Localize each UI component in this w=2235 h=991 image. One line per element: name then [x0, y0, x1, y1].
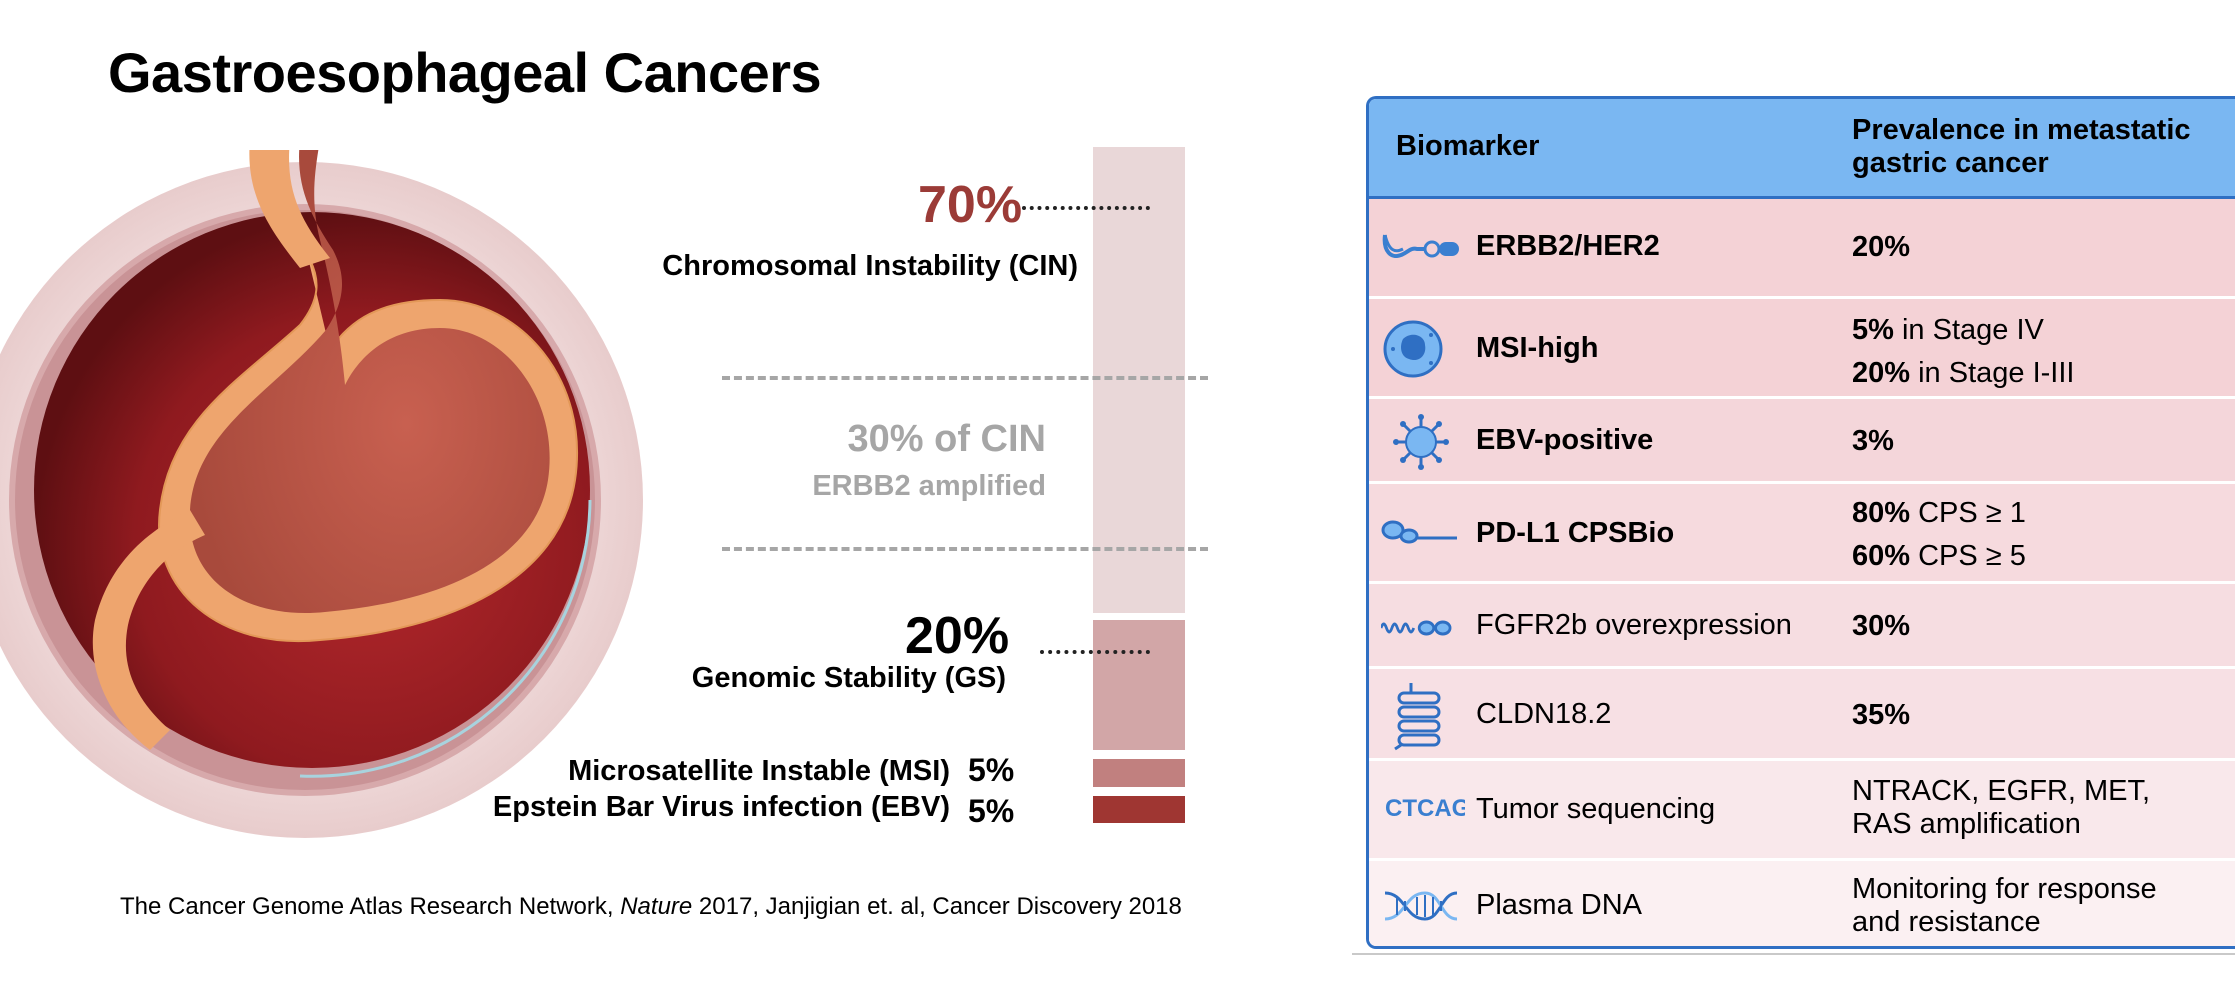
erbb2-label: ERBB2 amplified [812, 470, 1046, 502]
value-line-2: and resistance [1852, 906, 2041, 938]
erbb2-percent: 30% of CIN [847, 418, 1046, 460]
bar-segment-ebv [1093, 796, 1185, 823]
value-line-1: 5% in Stage IV [1852, 313, 2074, 347]
biomarker-value: 80% CPS ≥ 1 60% CPS ≥ 5 [1852, 496, 2026, 573]
gs-leader-dots [1040, 650, 1150, 654]
stomach-illustration [0, 150, 643, 838]
ebv-percent: 5% [968, 793, 1015, 829]
value-line-1: Monitoring for response [1852, 873, 2157, 905]
value-line-1: 80% CPS ≥ 1 [1852, 496, 2026, 530]
cin-leader-dots [1022, 206, 1150, 210]
table-header: Biomarker Prevalence in metastatic gastr… [1369, 99, 2235, 199]
her2-receptor-icon [1382, 234, 1459, 258]
value-bold: 20% [1852, 231, 1911, 263]
dna-helix-icon [1384, 891, 1458, 921]
value-bold: 3% [1852, 425, 1894, 457]
biomarker-name: EBV-positive [1476, 424, 1654, 456]
citation: The Cancer Genome Atlas Research Network… [120, 893, 1182, 921]
table-row: PD-L1 CPSBio 80% CPS ≥ 1 60% CPS ≥ 5 [1369, 484, 2235, 584]
biomarker-value: 30% [1852, 609, 1910, 643]
table-row: ERBB2/HER2 20% [1369, 199, 2235, 299]
value-line-2: RAS amplification [1852, 808, 2081, 840]
bar-segment-cin [1093, 147, 1185, 613]
ebv-label: Epstein Bar Virus infection (EBV) [492, 791, 950, 823]
biomarker-value: 3% [1852, 424, 1894, 458]
biomarker-name: FGFR2b overexpression [1476, 609, 1792, 641]
value-bold: 30% [1852, 610, 1911, 642]
biomarker-name: Tumor sequencing [1476, 793, 1716, 825]
msi-percent: 5% [968, 752, 1015, 788]
value-rest: in Stage I-III [1910, 357, 2075, 389]
virus-icon [1393, 414, 1449, 470]
table-row: CTCAG Tumor sequencing NTRACK, EGFR, MET… [1369, 761, 2235, 861]
erbb2-top-divider [722, 376, 1208, 380]
sequence-icon: CTCAG [1385, 795, 1465, 822]
value-bold: 80% [1852, 497, 1911, 529]
biomarker-name: PD-L1 CPSBio [1476, 517, 1675, 549]
value-bold: 20% [1852, 357, 1911, 389]
citation-part1: The Cancer Genome Atlas Research Network… [120, 893, 621, 920]
gs-label: Genomic Stability (GS) [691, 662, 1006, 694]
page-title: Gastroesophageal Cancers [108, 41, 822, 104]
table-row: MSI-high 5% in Stage IV 20% in Stage I-I… [1369, 299, 2235, 399]
biomarker-value: NTRACK, EGFR, MET, RAS amplification [1852, 775, 2150, 841]
msi-cell-icon [1383, 320, 1443, 378]
value-bold: 60% [1852, 540, 1911, 572]
table-row: FGFR2b overexpression 30% [1369, 584, 2235, 669]
biomarker-value: 35% [1852, 698, 1910, 732]
value-line-2: 20% in Stage I-III [1852, 356, 2074, 390]
msi-label: Microsatellite Instable (MSI) [568, 755, 950, 787]
fgfr2b-receptor-icon [1381, 620, 1452, 636]
cin-percent: 70% [918, 176, 1023, 234]
claudin-icon [1394, 683, 1441, 751]
table-row: Plasma DNA Monitoring for response and r… [1369, 861, 2235, 946]
biomarker-value: 20% [1852, 230, 1910, 264]
table-row: CLDN18.2 35% [1369, 669, 2235, 761]
header-prevalence: Prevalence in metastatic gastric cancer [1852, 114, 2191, 180]
value-line-1: NTRACK, EGFR, MET, [1852, 775, 2151, 807]
value-bold: 5% [1852, 314, 1894, 346]
bottom-divider [1352, 953, 2235, 955]
biomarker-name: ERBB2/HER2 [1476, 230, 1660, 262]
value-line-2: 60% CPS ≥ 5 [1852, 539, 2026, 573]
bar-segment-gs [1093, 620, 1185, 750]
value-rest: in Stage IV [1893, 314, 2044, 346]
bar-segment-msi [1093, 759, 1185, 787]
citation-part2: 2017, Janjigian et. al, Cancer Discovery… [692, 893, 1182, 920]
pdl1-receptor-icon [1381, 520, 1457, 544]
value-rest: CPS ≥ 5 [1910, 540, 2026, 572]
header-biomarker: Biomarker [1396, 130, 1540, 162]
header-prevalence-line1: Prevalence in metastatic [1852, 114, 2191, 146]
biomarker-value: Monitoring for response and resistance [1852, 873, 2157, 939]
citation-journal: Nature [620, 893, 693, 920]
value-bold: 35% [1852, 699, 1911, 731]
biomarker-name: CLDN18.2 [1476, 698, 1612, 730]
erbb2-bottom-divider [722, 547, 1208, 551]
cin-label: Chromosomal Instability (CIN) [662, 250, 1078, 282]
biomarker-value: 5% in Stage IV 20% in Stage I-III [1852, 313, 2074, 390]
table-row: EBV-positive 3% [1369, 399, 2235, 484]
value-rest: CPS ≥ 1 [1910, 497, 2026, 529]
gs-percent: 20% [905, 607, 1010, 665]
biomarker-name: Plasma DNA [1476, 889, 1642, 921]
biomarker-table: Biomarker Prevalence in metastatic gastr… [1366, 96, 2235, 949]
header-prevalence-line2: gastric cancer [1852, 147, 2049, 179]
biomarker-name: MSI-high [1476, 332, 1599, 364]
